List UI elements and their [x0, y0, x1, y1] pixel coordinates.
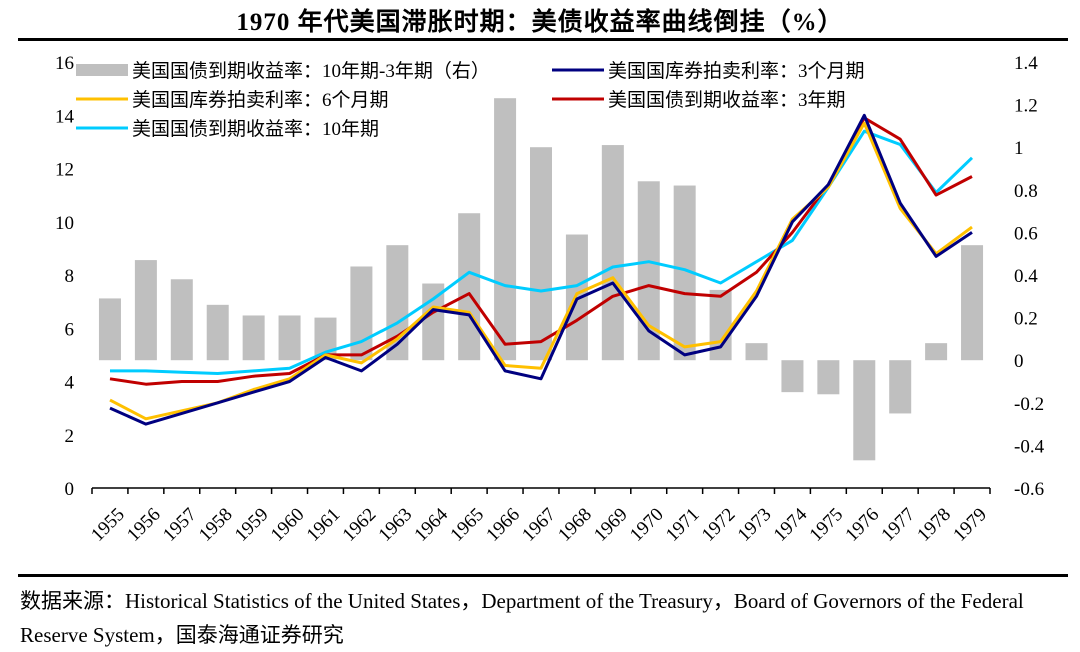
bar-1978 [925, 343, 947, 360]
bar-1975 [817, 360, 839, 394]
x-tick-label-1956: 1956 [123, 504, 165, 546]
x-tick-label-1970: 1970 [626, 504, 668, 546]
x-tick-label-1958: 1958 [195, 504, 237, 546]
x-tick-label-1966: 1966 [482, 504, 524, 546]
bar-1956 [135, 260, 157, 360]
bar-1979 [961, 245, 983, 360]
legend-label-2: 美国国库券拍卖利率：6个月期 [132, 89, 389, 111]
chart-canvas: 1955195619571958195919601961196219631964… [0, 0, 1080, 580]
x-tick-label-1972: 1972 [698, 504, 740, 546]
legend-label-0: 美国国债到期收益率：10年期-3年期（右） [132, 60, 490, 82]
legend-swatch-0 [76, 64, 128, 76]
bar-1957 [171, 279, 193, 360]
bar-1967 [530, 147, 552, 360]
x-tick-label-1960: 1960 [267, 504, 309, 546]
x-tick-label-1965: 1965 [446, 504, 488, 546]
legend-label-3: 美国国债到期收益率：3年期 [608, 89, 846, 111]
x-tick-label-1964: 1964 [410, 504, 452, 546]
right-tick-label-0: 0 [1014, 351, 1024, 372]
bar-1966 [494, 98, 516, 360]
x-tick-label-1973: 1973 [734, 504, 776, 546]
bar-1960 [279, 315, 301, 360]
bar-1973 [746, 343, 768, 360]
x-tick-label-1969: 1969 [590, 504, 632, 546]
bar-1965 [458, 213, 480, 360]
x-tick-label-1976: 1976 [842, 504, 884, 546]
legend-item-0: 美国国债到期收益率：10年期-3年期（右） [76, 60, 490, 82]
data-source-note: 数据来源：Historical Statistics of the United… [20, 584, 1070, 652]
left-tick-label-4: 4 [65, 373, 75, 394]
right-tick-label--0.6: -0.6 [1014, 479, 1044, 500]
legend-item-3: 美国国债到期收益率：3年期 [552, 89, 846, 111]
right-tick-label-1.2: 1.2 [1014, 96, 1038, 117]
x-tick-label-1978: 1978 [913, 504, 955, 546]
left-tick-label-12: 12 [55, 160, 74, 181]
legend: 美国国债到期收益率：10年期-3年期（右） 美国国库券拍卖利率：3个月期美国国库券… [76, 60, 865, 140]
source-divider [18, 574, 1068, 577]
left-tick-label-10: 10 [55, 213, 74, 234]
bar-1959 [243, 315, 265, 360]
bar-1970 [638, 181, 660, 360]
legend-item-1: 美国国库券拍卖利率：3个月期 [552, 60, 865, 82]
right-tick-label--0.4: -0.4 [1014, 436, 1045, 457]
right-tick-label-0.4: 0.4 [1014, 266, 1038, 287]
bar-1969 [602, 145, 624, 360]
right-tick-label-0.8: 0.8 [1014, 181, 1038, 202]
right-tick-label-1.4: 1.4 [1014, 53, 1038, 74]
x-tick-label-1979: 1979 [949, 504, 991, 546]
x-tick-label-1957: 1957 [159, 504, 201, 546]
x-tick-label-1974: 1974 [770, 504, 812, 546]
x-tick-label-1968: 1968 [554, 504, 596, 546]
right-tick-label-0.2: 0.2 [1014, 309, 1038, 330]
x-tick-label-1963: 1963 [375, 504, 417, 546]
bar-1976 [853, 360, 875, 460]
left-tick-label-16: 16 [55, 53, 74, 74]
bar-1955 [99, 298, 121, 360]
left-tick-label-6: 6 [65, 319, 75, 340]
legend-label-4: 美国国债到期收益率：10年期 [132, 118, 379, 140]
x-tick-label-1967: 1967 [518, 504, 560, 546]
left-tick-label-0: 0 [65, 479, 75, 500]
left-tick-label-2: 2 [65, 426, 75, 447]
left-tick-label-14: 14 [55, 106, 75, 127]
x-tick-label-1975: 1975 [806, 504, 848, 546]
x-tick-label-1955: 1955 [87, 504, 129, 546]
x-tick-label-1977: 1977 [877, 504, 919, 546]
x-tick-label-1962: 1962 [339, 504, 381, 546]
x-tick-label-1961: 1961 [303, 504, 345, 546]
legend-item-4: 美国国债到期收益率：10年期 [76, 118, 379, 140]
bar-1962 [350, 266, 372, 360]
legend-item-2: 美国国库券拍卖利率：6个月期 [76, 89, 389, 111]
right-tick-label-0.6: 0.6 [1014, 223, 1038, 244]
bar-1977 [889, 360, 911, 413]
left-tick-label-8: 8 [65, 266, 75, 287]
x-tick-label-1971: 1971 [662, 504, 704, 546]
right-tick-label-1: 1 [1014, 138, 1024, 159]
right-tick-label--0.2: -0.2 [1014, 394, 1044, 415]
bar-1958 [207, 305, 229, 360]
legend-label-1: 美国国库券拍卖利率：3个月期 [608, 60, 865, 82]
bar-1974 [781, 360, 803, 392]
x-tick-label-1959: 1959 [231, 504, 273, 546]
